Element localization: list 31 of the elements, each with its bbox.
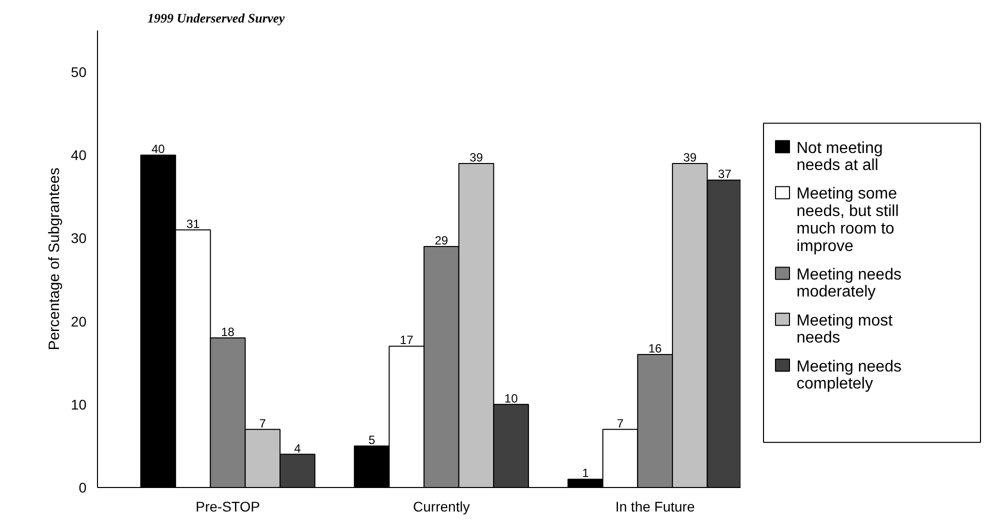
legend-label: Meeting most needs (796, 312, 894, 347)
y-tick-label: 0 (78, 480, 87, 496)
data-label: 17 (400, 333, 414, 348)
chart-title: 1999 Underserved Survey (148, 10, 285, 26)
y-tick-label: 50 (70, 64, 87, 80)
data-label: 4 (294, 441, 302, 456)
data-label: 29 (434, 234, 448, 248)
legend-label: Meeting needs moderately (796, 266, 902, 301)
data-label: 40 (151, 142, 166, 156)
legend-label: Meeting some needs, but still much room to improve (796, 186, 899, 255)
y-tick-label: 10 (70, 396, 87, 412)
x-tick-label: Pre-STOP (196, 498, 260, 514)
data-label: 16 (648, 342, 662, 356)
legend-label: Not meeting needs at all (796, 140, 883, 174)
data-label: 31 (186, 216, 200, 231)
y-tick-label: 40 (70, 147, 87, 164)
data-label: 7 (259, 416, 266, 430)
x-tick-label: Currently (413, 498, 470, 514)
data-label: 10 (504, 391, 518, 406)
data-label: 39 (470, 150, 484, 164)
data-label: 1 (582, 466, 590, 480)
data-label: 7 (616, 416, 624, 430)
y-axis-title: Percentage of Subgrantees (46, 168, 63, 350)
data-label: 18 (221, 324, 235, 339)
y-tick-label: 20 (70, 313, 87, 330)
data-label: 37 (718, 167, 732, 182)
y-tick-label: 30 (70, 230, 87, 246)
x-tick-label: In the Future (615, 498, 695, 514)
data-label: 39 (683, 150, 697, 164)
data-label: 5 (368, 432, 376, 447)
legend-label: Meeting needs completely (796, 358, 902, 393)
